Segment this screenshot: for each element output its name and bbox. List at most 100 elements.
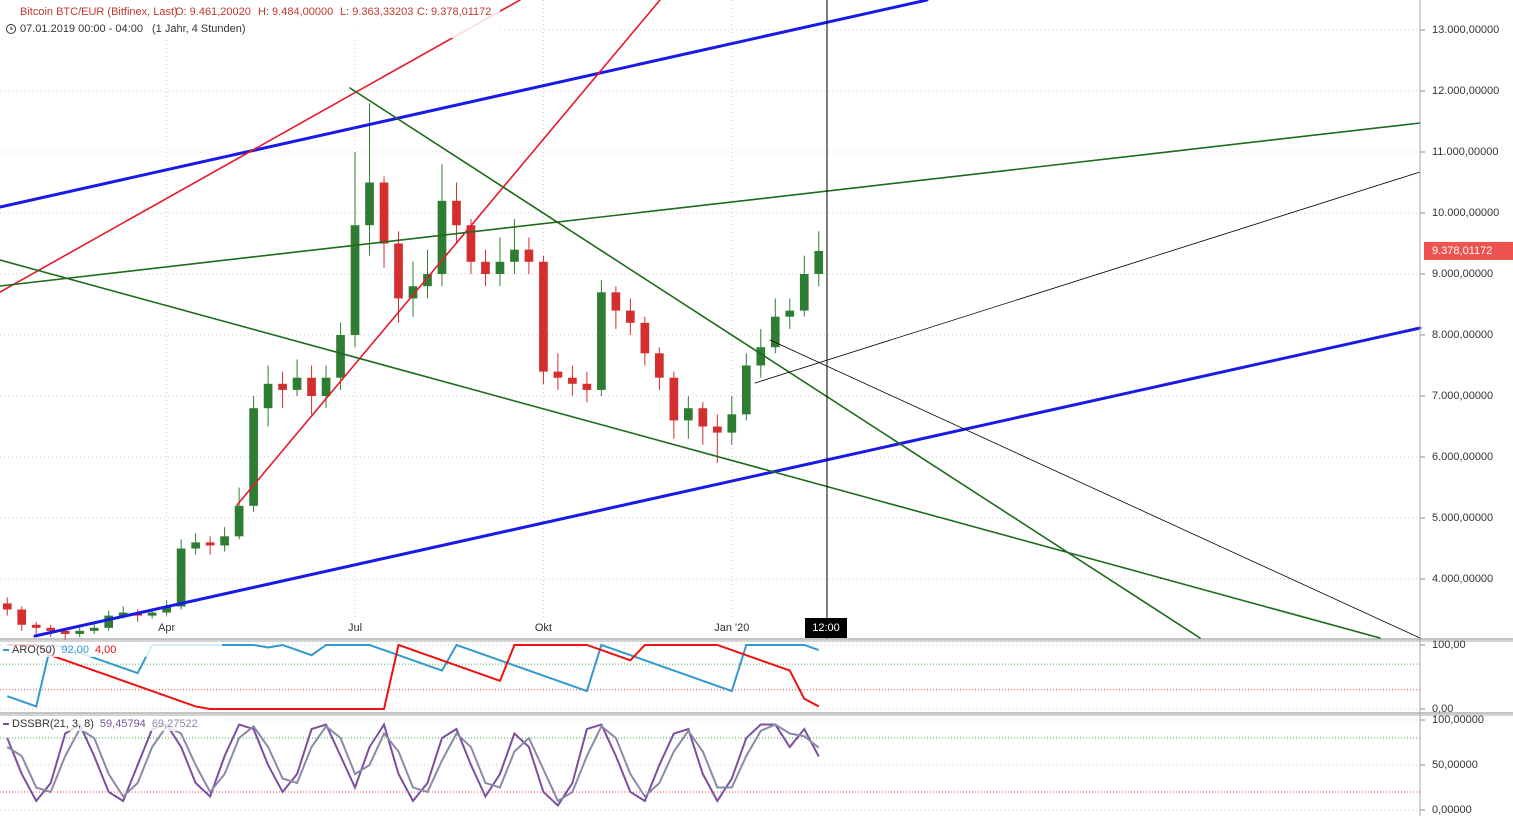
candle-body: [785, 310, 795, 317]
candle-body: [698, 408, 708, 427]
last-price-label: 9.378,01172: [1432, 245, 1492, 257]
candle-body: [104, 615, 114, 628]
candle-body: [582, 383, 592, 390]
candle-body: [539, 261, 548, 372]
candle-body: [263, 383, 273, 409]
y-tick-label: 13.000,00000: [1432, 24, 1499, 36]
clock-hand: [10, 26, 13, 30]
candle-body: [611, 292, 621, 311]
candle-body: [510, 249, 519, 262]
candle-body: [17, 609, 27, 625]
candle-body: [408, 286, 418, 299]
trend-line: [349, 87, 1201, 639]
trend-line: [0, 0, 521, 293]
legend-title: ARO(50): [12, 644, 55, 656]
trend-line: [0, 0, 929, 209]
y-tick-label: 11.000,00000: [1432, 146, 1498, 158]
indicator-line: [7, 643, 820, 710]
trend-line: [33, 326, 1422, 638]
y-tick-label: 5.000,00000: [1432, 512, 1493, 524]
x-tick-label: Apr: [158, 622, 175, 634]
candle-body: [394, 243, 403, 299]
candle-body: [799, 274, 809, 311]
y-tick-label: 12.000,00000: [1432, 85, 1499, 97]
candle-body: [669, 377, 679, 421]
candle-body: [452, 200, 461, 226]
candle-body: [46, 627, 56, 631]
marks-layer: [2, 103, 824, 808]
trend-line: [0, 122, 1421, 287]
y-tick-label: 100,00: [1432, 639, 1466, 651]
candle-body: [147, 612, 157, 616]
candle-body: [437, 200, 447, 275]
candle-body: [741, 365, 751, 415]
candle-body: [2, 603, 12, 610]
legend-value: 59,45794: [100, 718, 146, 730]
ohlc-label: C: 9.378,01172: [417, 6, 491, 18]
indicator-line: [6, 722, 820, 808]
candle-body: [814, 250, 824, 275]
candle-body: [89, 627, 99, 631]
chart-period: (1 Jahr, 4 Stunden): [152, 23, 246, 35]
y-tick-label: 10.000,00000: [1432, 207, 1499, 219]
candle-body: [524, 249, 534, 262]
candle-body: [278, 383, 287, 390]
trend-line: [754, 171, 1421, 384]
candle-body: [205, 542, 215, 546]
y-tick-label: 7.000,00000: [1432, 390, 1493, 402]
candle-body: [292, 377, 302, 390]
candle-body: [162, 606, 171, 613]
candle-body: [220, 536, 229, 546]
x-tick-label: Okt: [535, 622, 552, 634]
candle-body: [249, 408, 258, 506]
indicator-line: [6, 723, 820, 803]
legend-value: 92,00: [61, 644, 89, 656]
candle-body: [770, 316, 780, 348]
y-tick-label: 6.000,00000: [1432, 451, 1493, 463]
y-tick-label: 4.000,00000: [1432, 573, 1493, 585]
y-tick-label: 100,00000: [1432, 714, 1484, 726]
candle-body: [466, 225, 476, 262]
chart-subtitle: 07.01.2019 00:00 - 04:00: [20, 23, 143, 35]
y-tick-label: 9.000,00000: [1432, 268, 1493, 280]
clock-icon: [6, 24, 16, 34]
candle-body: [176, 548, 186, 607]
candle-body: [336, 335, 345, 378]
candle-body: [626, 310, 635, 323]
candle-body: [234, 505, 244, 537]
indicator-line: [6, 643, 820, 708]
candle-body: [75, 630, 85, 634]
ohlc-label: O: 9.461,20020: [175, 6, 251, 18]
candle-body: [712, 426, 722, 433]
legend-title: DSSBR(21, 3, 8): [12, 718, 94, 730]
candle-body: [481, 261, 490, 275]
y-tick-label: 50,00000: [1432, 759, 1478, 771]
candle-body: [597, 292, 606, 390]
ohlc-label: H: 9.484,00000: [258, 6, 333, 18]
candle-body: [756, 347, 766, 366]
candle-body: [423, 274, 432, 287]
legend-bg: [2, 717, 222, 731]
candle-body: [60, 630, 70, 634]
ohlc-label: L: 9.363,33203: [340, 6, 413, 18]
x-tick-label: Jul: [348, 622, 362, 634]
legend-value: 69,27522: [152, 718, 198, 730]
candle-body: [568, 377, 577, 384]
legend-value: 4,00: [95, 644, 116, 656]
trend-lines: [0, 0, 1422, 639]
candle-body: [350, 225, 360, 336]
candle-body: [365, 182, 374, 226]
candle-body: [553, 371, 563, 378]
header-bg: [0, 0, 500, 38]
legend-bg: [2, 643, 222, 657]
trend-line: [769, 339, 1421, 639]
cursor-label: 12:00: [812, 622, 840, 634]
candle-body: [495, 261, 505, 275]
trend-line: [0, 259, 1381, 639]
candle-body: [321, 377, 331, 397]
candle-body: [683, 408, 693, 421]
